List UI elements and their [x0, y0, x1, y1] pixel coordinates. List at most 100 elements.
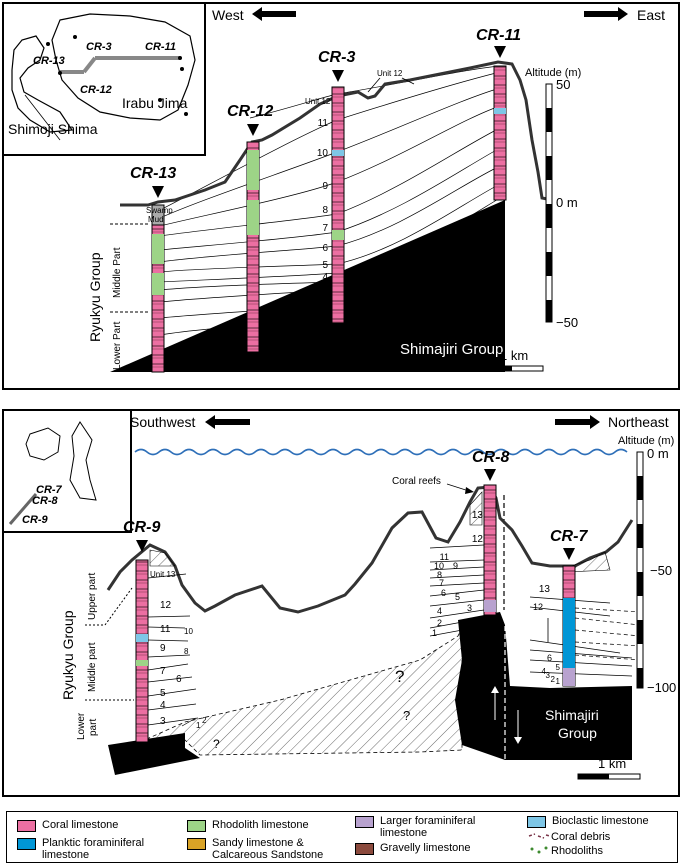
altitude-scale-bottom	[636, 451, 644, 689]
inset-label-shimoji: Shimoji Shima	[8, 121, 98, 137]
lower-part-label-top: Lower Part	[112, 321, 123, 370]
svg-text:6: 6	[322, 243, 328, 254]
shimajiri-basement-right	[455, 612, 632, 760]
question-mark-2: ?	[403, 708, 410, 723]
altitude-tick-50-top: 50	[556, 77, 570, 92]
svg-text:12: 12	[472, 534, 484, 545]
core-label-cr13: CR-13	[130, 165, 176, 182]
legend-swatch-gravelly	[355, 843, 374, 855]
svg-text:12: 12	[160, 600, 172, 611]
arrow-northeast-icon	[555, 415, 600, 429]
top-panel-frame	[2, 2, 680, 390]
scale-label-bottom: 1 km	[598, 756, 626, 771]
scale-bar-bottom-fill	[578, 774, 609, 779]
svg-text:12: 12	[533, 602, 543, 612]
legend-item-planktic: Planktic foraminiferal limestone	[17, 837, 152, 861]
legend-label-coral: Coral limestone	[42, 819, 119, 831]
svg-text:8: 8	[322, 205, 328, 216]
core-marker-cr12-icon	[247, 124, 259, 136]
svg-text:13: 13	[472, 510, 484, 521]
svg-text:7: 7	[439, 578, 444, 588]
core-marker-cr7-icon	[563, 548, 575, 560]
inset-label-cr8: CR-8	[32, 495, 59, 507]
svg-text:13: 13	[539, 584, 551, 595]
direction-northeast-label: Northeast	[608, 414, 669, 430]
legend-swatch-larger	[355, 816, 374, 828]
lower-part-label-bottom-1: Lower	[76, 712, 87, 740]
svg-text:2: 2	[322, 297, 328, 308]
core-label-cr9: CR-9	[123, 519, 160, 536]
core-cr11-column	[493, 65, 507, 201]
top-inset-map	[2, 2, 206, 156]
core-label-cr12: CR-12	[227, 103, 273, 120]
svg-text:4: 4	[437, 606, 442, 616]
legend-swatch-bioclastic	[527, 816, 546, 828]
svg-text:1: 1	[556, 677, 561, 686]
middle-part-label-bottom: Middle part	[87, 642, 98, 692]
svg-text:1: 1	[322, 316, 328, 327]
lower-part-label-bottom-2: part	[88, 719, 99, 736]
legend-item-larger: Larger foraminiferal limestone	[355, 815, 500, 839]
direction-east-label: East	[637, 7, 665, 23]
svg-text:9: 9	[322, 181, 328, 192]
svg-text:11: 11	[160, 624, 171, 635]
shimajiri-label-top: Shimajiri Group	[400, 341, 503, 358]
legend-label-bioclastic: Bioclastic limestone	[552, 815, 649, 827]
svg-text:4: 4	[160, 700, 166, 711]
altitude-label-top: Altitude (m)	[525, 67, 581, 79]
altitude-scale-top	[545, 83, 553, 323]
core-cr7-larger-foram	[563, 668, 575, 686]
core-cr3-bioclastic	[332, 150, 344, 156]
inset-label-cr7: CR-7	[36, 484, 63, 496]
question-mark-1: ?	[395, 667, 404, 686]
svg-text:5: 5	[160, 688, 166, 699]
hatched-unknown-region	[139, 627, 463, 756]
legend-swatch-planktic	[17, 838, 36, 850]
altitude-tick-0-bottom: 0 m	[647, 446, 669, 461]
legend-label-planktic: Planktic foraminiferal limestone	[42, 837, 145, 861]
legend-swatch-coral	[17, 820, 36, 832]
core-marker-cr3-icon	[332, 70, 344, 82]
bottom-correlation-lines	[147, 544, 633, 727]
scale-bar-top-fill	[481, 366, 512, 371]
core-cr13-rhodolith	[152, 234, 164, 264]
core-cr13-rhodolith2	[152, 273, 164, 295]
core-label-cr7: CR-7	[550, 528, 588, 545]
svg-text:7: 7	[160, 666, 166, 677]
legend-label-rhodolith: Rhodolith limestone	[212, 819, 309, 831]
svg-text:2: 2	[437, 618, 442, 628]
legend-label-coral-debris: Coral debris	[551, 831, 611, 843]
core-marker-cr8-icon	[484, 469, 496, 481]
legend-label-rhodoliths: Rhodoliths	[551, 845, 603, 857]
arrow-east-icon	[584, 7, 628, 21]
legend-item-rhodoliths: Rhodoliths	[527, 845, 603, 857]
svg-text:4: 4	[542, 667, 547, 676]
svg-text:3: 3	[160, 716, 166, 727]
core-label-cr3: CR-3	[318, 49, 355, 66]
core-label-cr8: CR-8	[472, 449, 509, 466]
svg-text:11: 11	[440, 552, 449, 562]
core-cr9-rhodolith	[136, 660, 148, 666]
direction-southwest-label: Southwest	[130, 414, 195, 430]
svg-text:5: 5	[556, 663, 561, 672]
inset-label-cr9: CR-9	[22, 514, 49, 526]
legend-item-coral: Coral limestone	[17, 819, 118, 832]
shimajiri-basement-left	[108, 733, 200, 775]
direction-west-label: West	[212, 7, 244, 23]
inset-label-cr11: CR-11	[145, 41, 176, 53]
core-cr3-column	[331, 86, 345, 324]
unit13-label-cr9: Unit 13	[150, 570, 176, 579]
core-cr12-rhodolith	[247, 150, 259, 190]
unit12-prefix: Unit 12	[305, 97, 331, 106]
unit12-callout-arrow	[367, 77, 381, 93]
altitude-tick-neg50-bottom: −50	[650, 563, 672, 578]
svg-text:9: 9	[453, 561, 458, 571]
inset-label-cr3: CR-3	[86, 41, 112, 53]
swamp-label: Swamp	[146, 206, 173, 215]
core-cr8-larger-foram	[484, 600, 496, 612]
legend-item-coral-debris: Coral debris	[527, 831, 610, 843]
sea-surface	[134, 448, 628, 456]
core-cr12-rhodolith2	[247, 200, 259, 235]
altitude-tick-neg100-bottom: −100	[647, 680, 676, 695]
